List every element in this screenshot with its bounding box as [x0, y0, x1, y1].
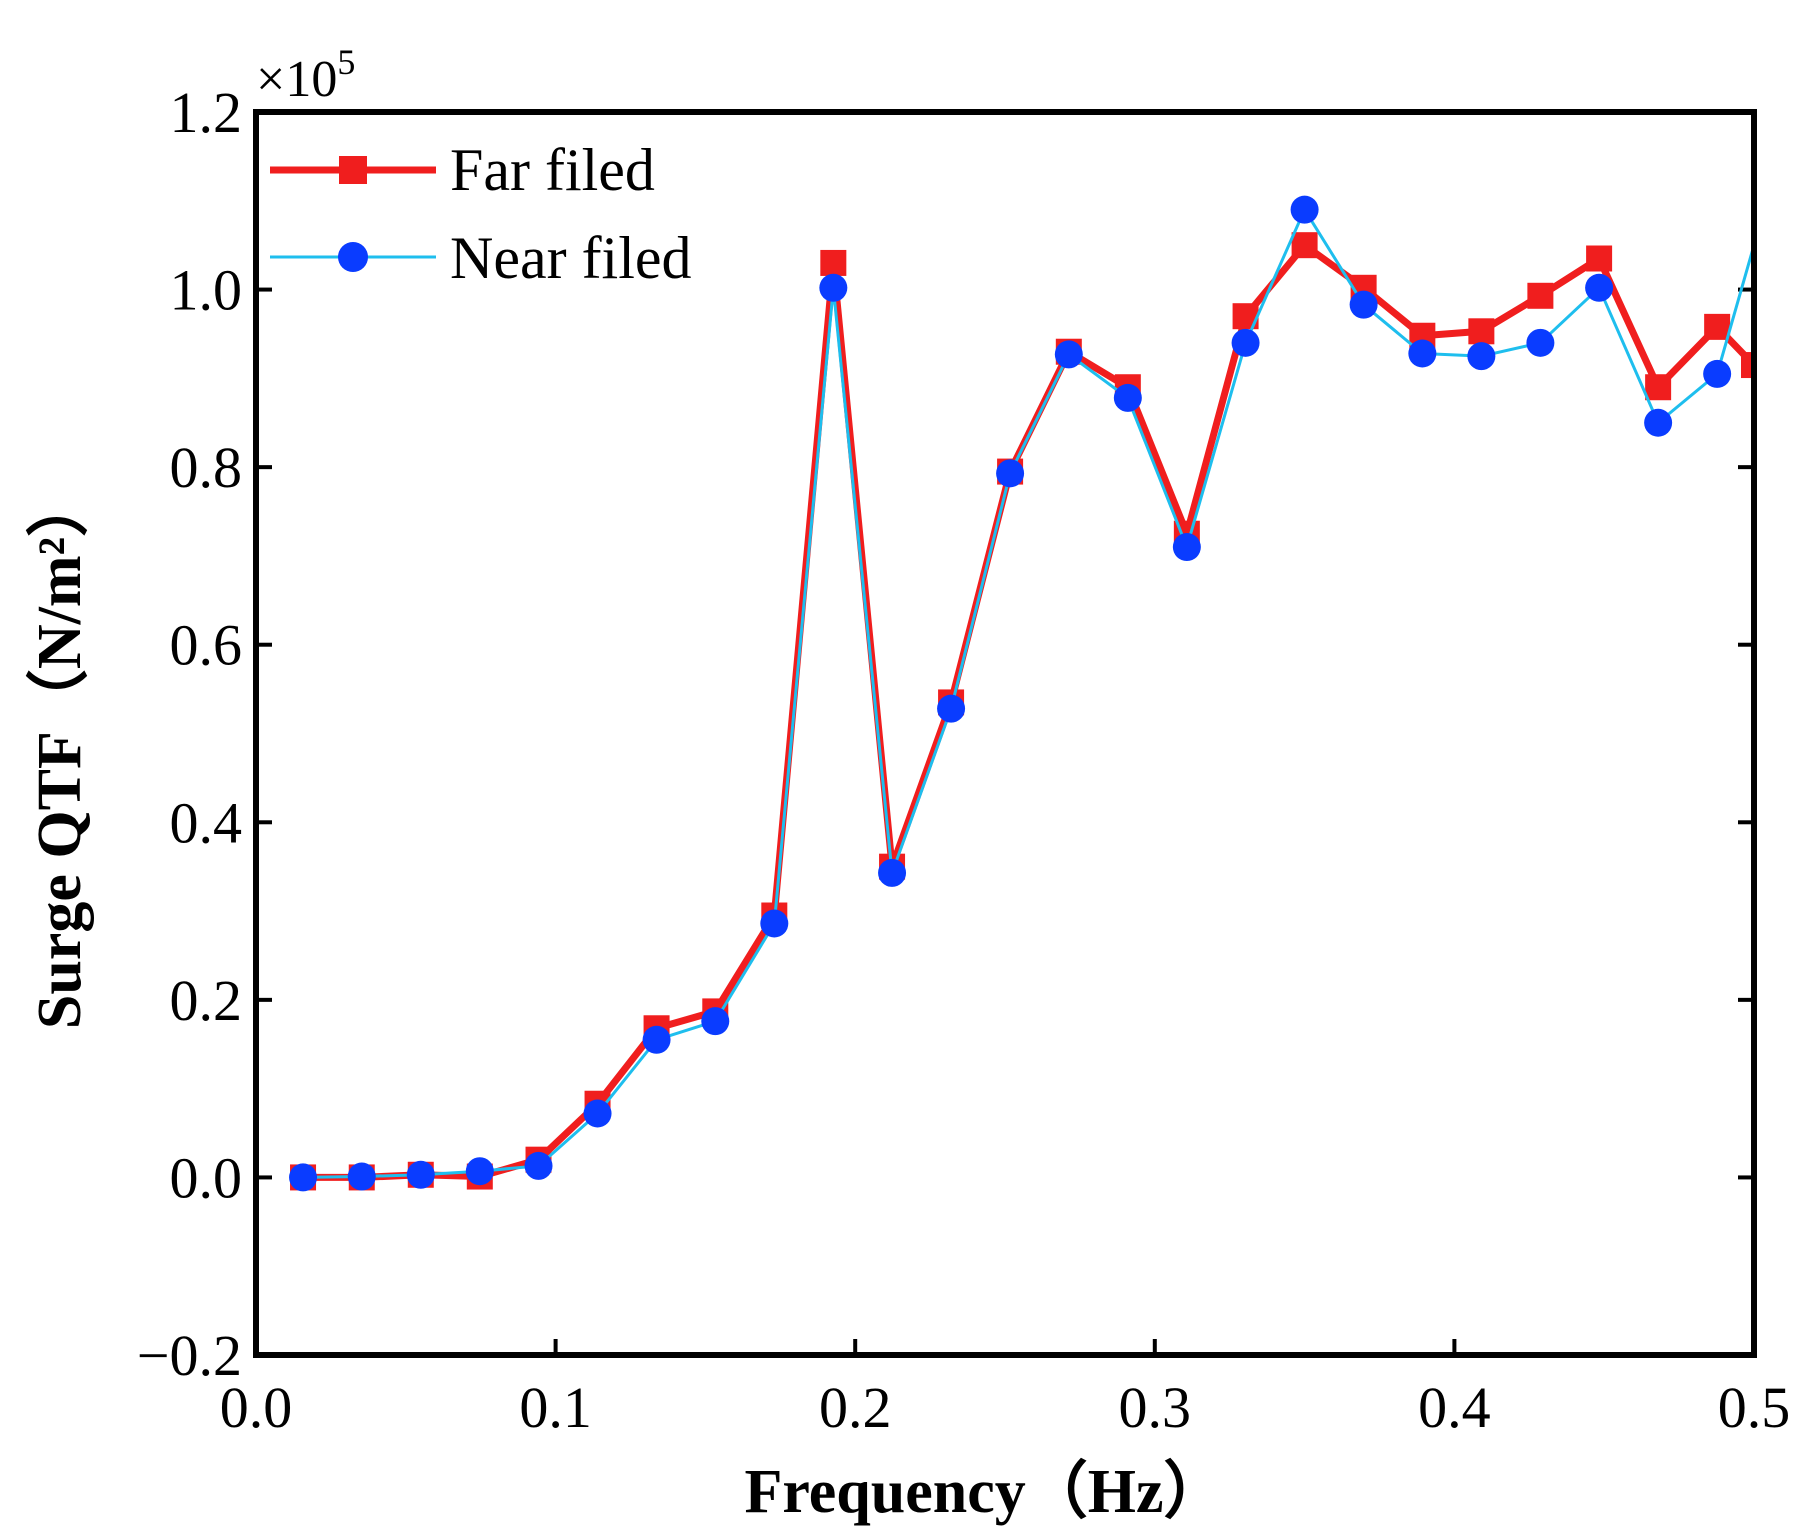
y-multiplier: ×105 — [256, 42, 355, 108]
x-tick-label: 0.3 — [1119, 1375, 1192, 1440]
x-axis-title: Frequency（Hz） — [744, 1456, 1225, 1526]
near-filed-point — [878, 858, 907, 887]
y-multiplier-exponent: 5 — [337, 42, 355, 82]
near-filed-point — [937, 694, 966, 723]
near-filed-point — [1349, 290, 1378, 319]
near-filed-point — [819, 273, 848, 302]
far-filed-point — [1291, 232, 1318, 259]
near-filed-point — [1231, 328, 1260, 357]
y-tick-label: 0.4 — [170, 790, 243, 855]
y-tick-label: 0.0 — [170, 1145, 243, 1210]
near-filed-point — [1644, 408, 1673, 437]
near-filed-point — [465, 1157, 494, 1186]
y-tick-label: 1.2 — [170, 80, 243, 145]
near-filed-point — [583, 1099, 612, 1128]
near-filed-point — [1290, 195, 1319, 224]
near-filed-point — [1467, 342, 1496, 371]
legend-marker-near-filed — [338, 242, 368, 272]
near-filed-point — [289, 1163, 318, 1192]
far-filed-point — [1586, 245, 1613, 272]
near-filed-point — [1054, 340, 1083, 369]
near-filed-point — [1408, 339, 1437, 368]
near-filed-point — [524, 1151, 553, 1180]
y-axis-title: Surge QTF（N/m²） — [24, 475, 94, 1029]
near-filed-point — [760, 909, 789, 938]
legend: Far filed Near filed — [270, 137, 692, 291]
legend-label-far-filed: Far filed — [450, 137, 655, 203]
near-filed-point — [1172, 533, 1201, 562]
legend-marker-far-filed — [339, 156, 367, 184]
y-tick-label: 0.8 — [170, 435, 243, 500]
y-tick-label: 0.6 — [170, 613, 243, 678]
far-filed-point — [1527, 282, 1554, 309]
far-filed-point — [820, 249, 847, 276]
near-filed-point — [1703, 359, 1732, 388]
x-tick-label: 0.4 — [1418, 1375, 1491, 1440]
near-filed-point — [1526, 328, 1555, 357]
near-filed-point — [642, 1025, 671, 1054]
near-filed-point — [1585, 273, 1614, 302]
far-filed-point — [1468, 318, 1495, 345]
near-filed-point — [1113, 383, 1142, 412]
plot-frame — [253, 109, 1757, 1358]
near-filed-point — [996, 459, 1025, 488]
far-filed-point — [1645, 374, 1672, 401]
near-filed-point — [406, 1160, 435, 1189]
y-tick-label: 0.2 — [170, 968, 243, 1033]
far-filed-point — [1741, 352, 1754, 379]
far-filed-point — [1704, 313, 1731, 340]
x-tick-label: 0.5 — [1718, 1375, 1791, 1440]
y-tick-label: 1.0 — [170, 258, 243, 323]
x-tick-label: 0.2 — [819, 1375, 892, 1440]
y-tick-label: −0.2 — [137, 1323, 242, 1388]
x-tick-label: 0.1 — [519, 1375, 592, 1440]
tick-group: 0.0 0.1 0.2 0.3 0.4 0.5−0.20.00.20.40.60.81.0… — [137, 80, 1790, 1440]
near-filed-point — [701, 1007, 730, 1036]
near-filed-point — [347, 1162, 376, 1191]
series-layer — [289, 195, 1754, 1192]
x-tick-label: 0.0 — [220, 1375, 293, 1440]
legend-label-near-filed: Near filed — [450, 225, 692, 291]
